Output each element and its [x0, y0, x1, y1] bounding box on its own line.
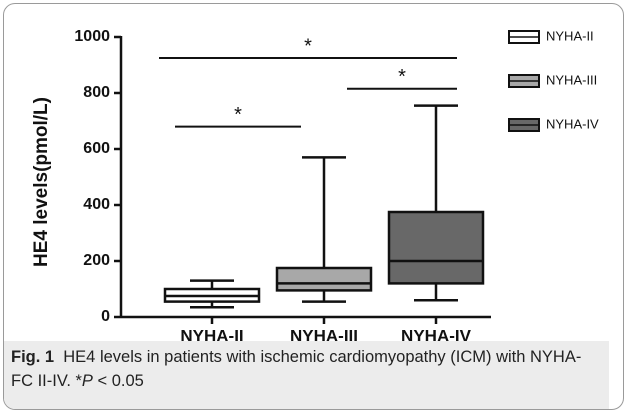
y-tick-label: 600: [83, 140, 110, 157]
figure: HE4 levels(pmol/L) 0 200 400 600 800 1000 NYHA…: [3, 3, 624, 410]
y-tick-label: 0: [101, 308, 110, 325]
caption-tail: < 0.05: [92, 372, 144, 390]
legend-label: NYHA-III: [546, 72, 597, 87]
x-tick-label: NYHA-IV: [401, 326, 472, 341]
y-tick-label: 800: [83, 84, 110, 101]
significance-star: *: [304, 35, 312, 57]
legend-label: NYHA-IV: [546, 116, 599, 131]
x-tick-label: NYHA-III: [290, 326, 358, 341]
box: [275, 266, 373, 292]
significance-star: *: [398, 66, 406, 88]
caption-text: HE4 levels in patients with ischemic car…: [11, 348, 582, 390]
caption-label: Fig. 1: [11, 348, 55, 366]
legend-label: NYHA-II: [546, 28, 594, 43]
x-tick-label: NYHA-II: [180, 326, 243, 341]
y-tick-label: 200: [83, 252, 110, 269]
y-tick-label: 400: [83, 196, 110, 213]
y-axis-label: HE4 levels(pmol/L): [31, 97, 52, 267]
box: [387, 210, 485, 285]
chart: HE4 levels(pmol/L) 0 200 400 600 800 1000 NYHA…: [31, 28, 599, 341]
y-tick-label: 1000: [74, 28, 110, 45]
significance-star: *: [234, 104, 242, 126]
caption: Fig. 1 HE4 levels in patients with ische…: [4, 341, 609, 409]
caption-italic: P: [81, 372, 93, 390]
